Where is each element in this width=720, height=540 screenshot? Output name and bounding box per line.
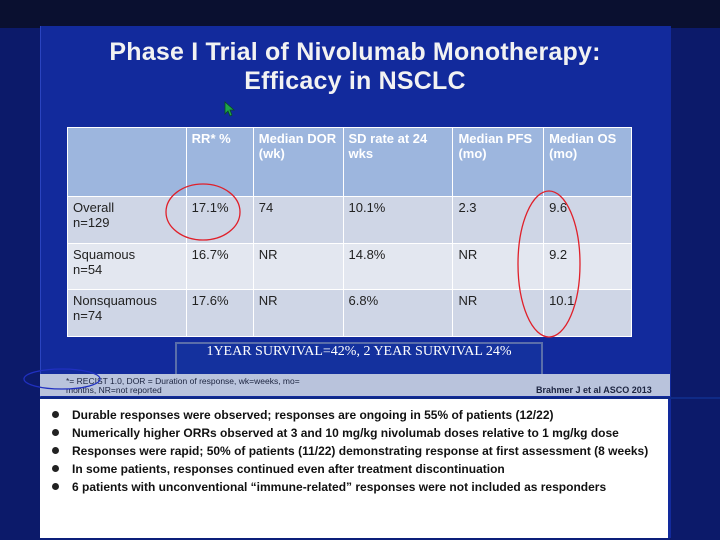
results-table: RR* % Median DOR (wk) SD rate at 24 wks … <box>67 127 632 337</box>
cell-os: 9.6 <box>543 196 632 244</box>
title-line-1: Phase I Trial of Nivolumab Monotherapy: <box>109 38 601 66</box>
row-label-n: n=74 <box>73 308 103 324</box>
slide-title: Phase I Trial of Nivolumab Monotherapy: … <box>40 38 670 96</box>
cell-sd: 10.1% <box>342 196 454 244</box>
bullet-dot-icon <box>52 447 59 454</box>
bullet-text: Responses were rapid; 50% of patients (1… <box>72 444 649 458</box>
footnote-strip <box>40 374 670 396</box>
cell-rr: 17.1% <box>185 196 254 244</box>
list-item: Durable responses were observed; respons… <box>52 408 652 422</box>
cell-rr: 17.6% <box>185 289 254 337</box>
header-cell-rr: RR* % <box>185 127 254 197</box>
row-label: Nonsquamous n=74 <box>67 289 187 337</box>
cell-dor: NR <box>252 242 344 291</box>
footnote-line-2: months, NR=not reported <box>66 385 162 395</box>
row-label-name: Overall <box>73 200 115 215</box>
row-label-n: n=54 <box>73 261 103 277</box>
row-label: Squamous n=54 <box>67 242 187 291</box>
list-item: In some patients, responses continued ev… <box>52 462 652 476</box>
row-label: Overall n=129 <box>67 196 187 244</box>
bullets-panel <box>40 399 668 538</box>
cell-pfs: 2.3 <box>452 196 545 244</box>
bullet-list: Durable responses were observed; respons… <box>52 408 652 498</box>
table-row: Overall n=129 17.1% 74 10.1% 2.3 9.6 <box>67 196 632 244</box>
header-cell-os: Median OS (mo) <box>543 127 632 197</box>
header-cell-blank <box>67 127 187 197</box>
list-item: 6 patients with unconventional “immune-r… <box>52 480 652 494</box>
footnote-line-1: *= RECIST 1.0, DOR = Duration of respons… <box>66 376 300 386</box>
bullet-dot-icon <box>52 411 59 418</box>
divider-rule <box>40 397 720 399</box>
top-band <box>0 0 720 28</box>
citation: Brahmer J et al ASCO 2013 <box>536 385 652 395</box>
mouse-pointer-icon <box>224 101 236 117</box>
table-footnote: *= RECIST 1.0, DOR = Duration of respons… <box>66 377 366 395</box>
header-cell-dor: Median DOR (wk) <box>252 127 344 197</box>
cell-os: 9.2 <box>543 242 632 291</box>
header-cell-sd: SD rate at 24 wks <box>342 127 454 197</box>
cell-sd: 6.8% <box>342 289 454 337</box>
right-margin <box>670 28 720 540</box>
cell-pfs: NR <box>452 289 545 337</box>
list-item: Numerically higher ORRs observed at 3 an… <box>52 426 652 440</box>
cell-sd: 14.8% <box>342 242 454 291</box>
results-table-container: RR* % Median DOR (wk) SD rate at 24 wks … <box>67 127 632 337</box>
bullet-text: 6 patients with unconventional “immune-r… <box>72 480 607 494</box>
cell-dor: NR <box>252 289 344 337</box>
bullet-text: Numerically higher ORRs observed at 3 an… <box>72 426 619 440</box>
bullet-dot-icon <box>52 483 59 490</box>
list-item: Responses were rapid; 50% of patients (1… <box>52 444 652 458</box>
cell-pfs: NR <box>452 242 545 291</box>
title-line-2: Efficacy in NSCLC <box>244 67 466 95</box>
bullet-dot-icon <box>52 429 59 436</box>
cell-rr: 16.7% <box>185 242 254 291</box>
survival-note-box: 1YEAR SURVIVAL=42%, 2 YEAR SURVIVAL 24% <box>175 342 543 378</box>
header-cell-pfs: Median PFS (mo) <box>452 127 545 197</box>
row-label-name: Nonsquamous <box>73 293 157 309</box>
table-row: Nonsquamous n=74 17.6% NR 6.8% NR 10.1 <box>67 289 632 337</box>
bullet-text: In some patients, responses continued ev… <box>72 462 505 476</box>
row-label-name: Squamous <box>73 246 136 262</box>
bullet-dot-icon <box>52 465 59 472</box>
cell-os: 10.1 <box>543 289 632 337</box>
table-row: Squamous n=54 16.7% NR 14.8% NR 9.2 <box>67 242 632 291</box>
table-header-row: RR* % Median DOR (wk) SD rate at 24 wks … <box>67 127 632 197</box>
left-margin <box>0 28 40 540</box>
cell-dor: 74 <box>252 196 344 244</box>
bullet-text: Durable responses were observed; respons… <box>72 408 554 422</box>
row-label-n: n=129 <box>73 215 110 230</box>
